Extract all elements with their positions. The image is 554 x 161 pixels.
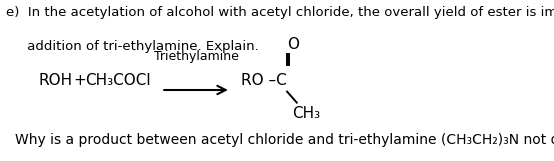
Text: e)  In the acetylation of alcohol with acetyl chloride, the overall yield of est: e) In the acetylation of alcohol with ac… [6,6,554,19]
Text: Why is a product between acetyl chloride and tri-ethylamine (CH₃CH₂)₃N not obser: Why is a product between acetyl chloride… [16,133,554,147]
Text: +: + [73,73,86,88]
Text: RO –C: RO –C [241,73,286,88]
Text: addition of tri-ethylamine. Explain.: addition of tri-ethylamine. Explain. [6,40,258,53]
Text: ROH: ROH [38,73,73,88]
Text: CH₃COCl: CH₃COCl [85,73,151,88]
Text: CH₃: CH₃ [293,106,321,121]
Text: Triethylamine: Triethylamine [153,50,238,63]
Text: O: O [286,37,299,52]
